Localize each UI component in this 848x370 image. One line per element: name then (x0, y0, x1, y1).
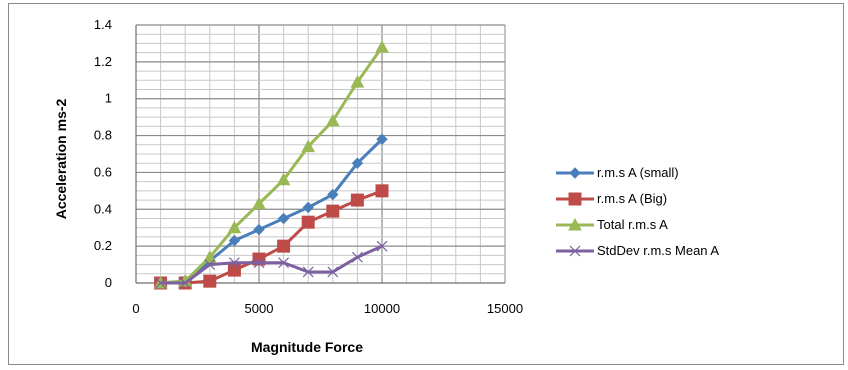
series-1-point (228, 234, 241, 247)
diamond-marker (351, 157, 364, 169)
chart-frame (8, 3, 844, 365)
triangle-marker (227, 220, 242, 234)
y-tick-label: 0.2 (94, 238, 112, 253)
series-1-point (327, 188, 339, 201)
series-4-point (155, 277, 167, 289)
diamond-marker (569, 167, 581, 179)
series-3-point (252, 196, 266, 210)
series-4-point (253, 257, 265, 269)
series-2-line (160, 189, 383, 285)
y-tick-label: 0.8 (94, 128, 112, 143)
diamond-marker (327, 188, 339, 201)
series-4-point (351, 251, 363, 263)
diamond-marker (228, 234, 241, 247)
series-2-point (375, 184, 389, 198)
triangle-marker (325, 113, 340, 127)
y-tick-label: 0.6 (94, 164, 112, 179)
triangle-marker (252, 196, 266, 210)
series-1-point (376, 133, 388, 145)
series-4-point (327, 266, 339, 278)
series-2-point (326, 204, 340, 218)
y-tick-label: 0.4 (94, 201, 112, 216)
series-4-point (376, 240, 388, 252)
series-2-point (203, 274, 217, 288)
x-tick-label: 0 (132, 301, 139, 316)
y-tick-label: 1 (105, 91, 112, 106)
square-marker (277, 239, 291, 253)
legend-entry: StdDev r.m.s Mean A (556, 243, 719, 258)
y-tick-label: 0 (105, 275, 112, 290)
y-tick-label: 1.2 (94, 54, 112, 69)
square-marker (301, 215, 315, 229)
series-3-line (160, 46, 384, 285)
diamond-marker (277, 212, 290, 225)
diamond-marker (302, 201, 314, 214)
x-marker-stroke (204, 259, 216, 270)
series-2-point (301, 215, 315, 229)
series-2-point (350, 193, 364, 207)
x-marker-stroke (278, 257, 290, 269)
diamond-marker (253, 223, 265, 236)
square-marker (568, 192, 582, 206)
series-4-point (302, 266, 314, 278)
series-3-point (375, 40, 389, 53)
series-3-point (227, 220, 242, 234)
square-marker (203, 274, 217, 288)
series-3-point (350, 75, 365, 88)
legend-entry: r.m.s A (Big) (556, 191, 667, 206)
square-marker (227, 263, 241, 277)
y-tick-label: 1.4 (94, 17, 112, 32)
legend-label: Total r.m.s A (597, 217, 668, 232)
x-tick-label: 5000 (245, 301, 274, 316)
y-axis-title: Acceleration ms-2 (53, 98, 69, 219)
series-1-point (277, 212, 290, 225)
series-1-point (351, 157, 364, 169)
series-1-point (302, 201, 314, 214)
square-marker (350, 193, 364, 207)
legend-layer: r.m.s A (small) r.m.s A (Big) Total r.m.s … (556, 165, 719, 258)
series-3-point (325, 113, 340, 127)
x-axis-title: Magnitude Force (251, 339, 363, 355)
diamond-marker (376, 133, 388, 145)
square-marker (326, 204, 340, 218)
x-tick-label: 15000 (487, 301, 523, 316)
series-2-point (227, 263, 241, 277)
square-marker (375, 184, 389, 198)
series-2-point (277, 239, 291, 253)
x-marker-stroke (327, 266, 339, 278)
legend-label: r.m.s A (Big) (597, 191, 667, 206)
legend-label: r.m.s A (small) (597, 165, 679, 180)
series-4-line (160, 244, 383, 285)
series-3-point (276, 172, 291, 186)
triangle-marker (301, 139, 316, 153)
triangle-marker (375, 40, 389, 53)
x-marker-stroke (179, 277, 191, 289)
series-4-point (228, 257, 240, 269)
triangle-marker (568, 217, 582, 231)
x-marker-stroke (228, 257, 240, 269)
legend-entry: Total r.m.s A (556, 217, 668, 232)
x-marker-stroke (253, 257, 265, 269)
legend-label: StdDev r.m.s Mean A (597, 243, 719, 258)
series-4-point (204, 259, 216, 270)
series-3-point (202, 250, 217, 263)
x-tick-label: 10000 (364, 301, 400, 316)
x-marker-stroke (376, 240, 388, 252)
series-3-point (301, 139, 316, 153)
x-marker-stroke (302, 266, 314, 278)
triangle-marker (350, 75, 365, 88)
series-layer (153, 40, 389, 290)
series-4-point (278, 257, 290, 269)
grid-layer (136, 24, 506, 283)
triangle-marker (276, 172, 291, 186)
triangle-marker (202, 250, 217, 263)
x-marker-stroke (155, 277, 167, 289)
x-marker-stroke (351, 251, 363, 263)
legend-entry: r.m.s A (small) (556, 165, 679, 180)
ticks-layer: 0 5000 10000 15000 0 0.2 0.4 0.6 0.8 1 1.2 1.4 (94, 17, 523, 316)
series-4-point (179, 277, 191, 289)
series-1-point (253, 223, 265, 236)
x-marker-stroke (569, 245, 581, 257)
